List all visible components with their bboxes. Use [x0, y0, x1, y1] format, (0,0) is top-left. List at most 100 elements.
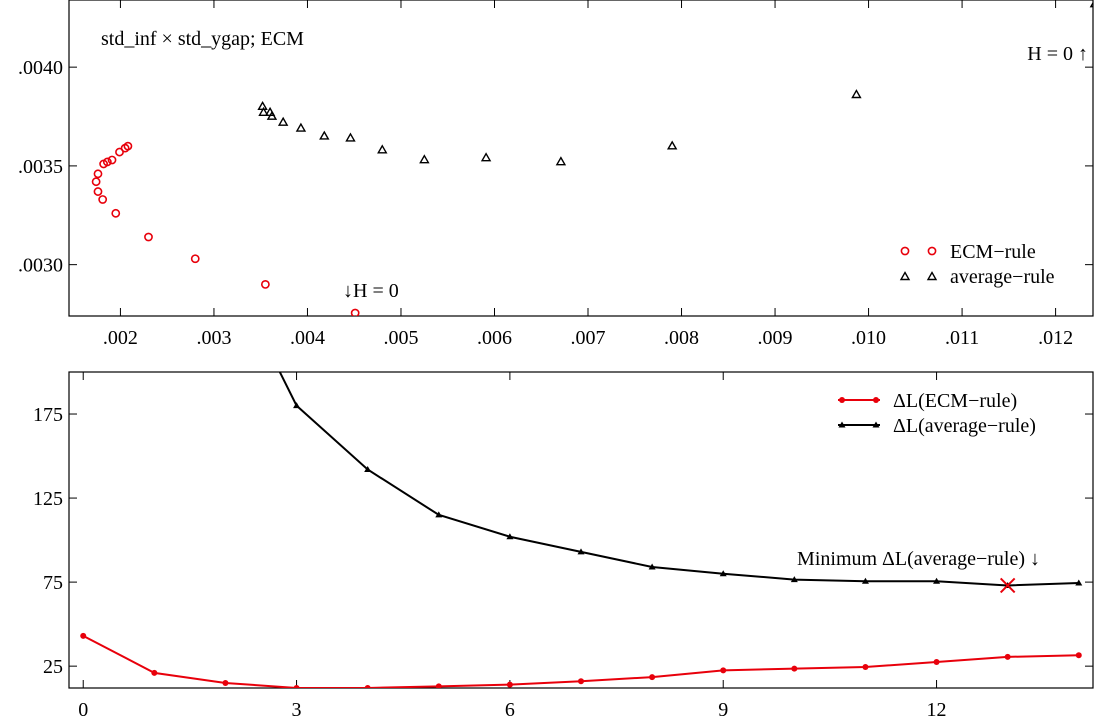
scatter-point-ecm: [91, 177, 101, 187]
scatter-annotation-h0-low: ↓H = 0: [343, 280, 399, 302]
scatter-point-average: [851, 89, 862, 99]
scatter-point-ecm: [260, 279, 270, 289]
legend-marker-circle-icon: [927, 246, 937, 256]
line-point-ecm: [80, 632, 87, 639]
scatter-point-average: [555, 156, 567, 166]
scatter-y-tick-label: .0035: [18, 156, 63, 178]
line-legend-label-average: ΔL(average−rule): [893, 415, 1036, 437]
scatter-point-ecm: [190, 254, 200, 264]
scatter-point-ecm: [107, 155, 117, 165]
scatter-y-ticks: .0030 .0035 .0040: [18, 57, 1093, 277]
legend-marker-filled-triangle-icon: [838, 421, 846, 428]
minimum-cross-stroke: [999, 577, 1016, 594]
line-point-ecm: [720, 667, 727, 674]
scatter-point-average: [257, 100, 268, 111]
scatter-legend-label-average: average−rule: [950, 266, 1055, 288]
minimum-cross-icon: [999, 577, 1016, 594]
line-point-average: [719, 570, 727, 577]
line-y-tick-label: 175: [33, 404, 63, 426]
scatter-point-ecm: [115, 147, 124, 157]
scatter-point-average: [295, 122, 307, 132]
line-point-ecm: [364, 685, 371, 688]
line-x-tick-label: 3: [292, 699, 302, 721]
line-point-ecm: [578, 678, 584, 685]
line-annotation-minimum: Minimum ΔL(average−rule) ↓: [797, 548, 1040, 570]
scatter-x-ticks: .002 .003 .004 .005 .006 .007 .008 .009 .010 .011…: [103, 0, 1073, 349]
scatter-x-tick-label: .006: [477, 327, 512, 349]
scatter-point-average: [419, 154, 430, 164]
scatter-x-tick-label: .003: [196, 327, 231, 349]
scatter-point-ecm: [93, 187, 103, 196]
line-point-average: [506, 533, 514, 540]
scatter-x-tick-label: .005: [383, 327, 418, 349]
scatter-point-average: [377, 144, 388, 154]
scatter-x-tick-label: .004: [290, 327, 325, 349]
legend-marker-dot-icon: [839, 397, 845, 403]
legend-marker-filled-triangle-icon: [872, 421, 880, 428]
line-point-ecm: [933, 658, 940, 665]
line-legend: ΔL(ECM−rule) ΔL(average−rule): [838, 390, 1036, 437]
line-point-ecm: [435, 683, 442, 688]
line-y-tick-label: 25: [43, 656, 63, 678]
scatter-point-ecm: [93, 169, 103, 179]
line-point-ecm: [1004, 653, 1011, 660]
scatter-y-tick-label: .0030: [18, 255, 63, 277]
scatter-annotation-h0-high: H = 0 ↑: [1027, 43, 1088, 65]
line-y-tick-label: 125: [33, 488, 63, 510]
scatter-marks: [91, 1, 1093, 316]
scatter-point-ecm: [111, 208, 121, 218]
scatter-point-average: [1089, 1, 1093, 8]
line-point-average: [1075, 579, 1083, 586]
scatter-x-tick-label: .009: [758, 327, 793, 349]
scatter-point-average: [345, 132, 356, 142]
scatter-point-average: [480, 152, 492, 162]
line-point-ecm: [1075, 652, 1082, 659]
scatter-point-ecm: [350, 308, 360, 316]
line-point-ecm: [151, 669, 158, 676]
scatter-point-ecm: [98, 195, 108, 204]
scatter-legend: ECM−rule average−rule: [899, 241, 1055, 288]
legend-marker-dot-icon: [873, 397, 879, 403]
scatter-point-average: [666, 140, 678, 150]
scatter-point-ecm: [123, 141, 133, 151]
scatter-point-ecm: [144, 232, 153, 242]
line-marks: [80, 259, 1083, 688]
line-legend-label-ecm: ΔL(ECM−rule): [893, 390, 1017, 412]
line-point-average: [577, 548, 585, 555]
line-point-average: [222, 259, 229, 265]
scatter-x-tick-label: .012: [1038, 327, 1073, 349]
scatter-chart-title: std_inf × std_ygap; ECM: [101, 28, 304, 50]
line-point-average: [293, 402, 301, 409]
line-x-tick-label: 9: [718, 699, 728, 721]
line-point-ecm: [293, 685, 300, 688]
scatter-x-tick-label: .007: [571, 327, 606, 349]
line-point-average: [364, 465, 372, 472]
line-point-ecm: [222, 679, 229, 686]
line-legend-item-average: ΔL(average−rule): [838, 415, 1036, 437]
line-point-average: [861, 577, 869, 584]
scatter-x-tick-label: .002: [103, 327, 138, 349]
scatter-y-tick-label: .0040: [18, 57, 63, 79]
line-x-tick-label: 6: [505, 699, 515, 721]
line-point-ecm: [506, 681, 513, 688]
scatter-panel: .002 .003 .004 .005 .006 .007 .008 .009 .010 .011…: [18, 0, 1094, 349]
scatter-plot-frame: [68, 0, 1094, 317]
scatter-point-average: [264, 106, 276, 116]
scatter-legend-item-ecm: ECM−rule: [900, 241, 1036, 263]
line-y-tick-label: 75: [43, 572, 63, 594]
scatter-legend-item-average: average−rule: [899, 266, 1055, 288]
scatter-x-tick-label: .008: [664, 327, 699, 349]
scatter-point-ecm: [102, 157, 112, 167]
scatter-point-average: [277, 116, 289, 126]
line-point-ecm: [862, 663, 869, 670]
line-point-ecm: [791, 665, 798, 672]
line-point-average: [790, 576, 798, 583]
line-legend-item-ecm: ΔL(ECM−rule): [838, 390, 1017, 412]
scatter-legend-label-ecm: ECM−rule: [950, 241, 1036, 263]
line-point-average: [648, 563, 656, 570]
line-point-average: [933, 577, 941, 584]
line-x-ticks: 0 3 6 9 12: [78, 372, 947, 721]
line-y-ticks: 25 75 125 175: [33, 404, 1093, 678]
legend-marker-triangle-icon: [899, 271, 911, 281]
